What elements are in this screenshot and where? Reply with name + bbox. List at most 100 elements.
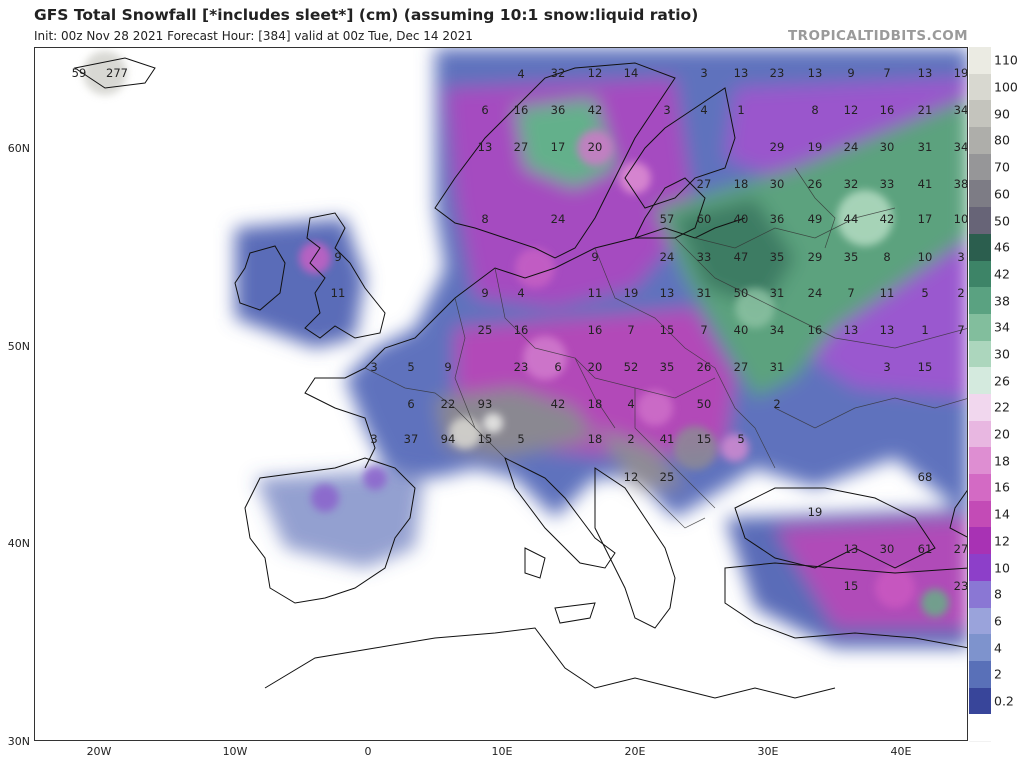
- snowfall-value: 30: [770, 177, 785, 191]
- snowfall-value: 40: [734, 323, 749, 337]
- snowfall-value: 14: [624, 66, 639, 80]
- snowfall-value: 2: [773, 397, 780, 411]
- legend-swatch: [969, 233, 991, 262]
- snowfall-value: 30: [880, 140, 895, 154]
- legend-label: 26: [994, 373, 1010, 389]
- snowfall-value: 5: [407, 360, 414, 374]
- snowfall-value: 8: [481, 212, 488, 226]
- snowfall-value: 1: [737, 103, 744, 117]
- snowfall-value: 20: [588, 140, 603, 154]
- snowfall-value: 4: [517, 286, 524, 300]
- snowfall-value: 16: [808, 323, 823, 337]
- legend-label: 14: [994, 506, 1010, 522]
- lat-label-50n: 50N: [7, 340, 30, 353]
- snowfall-value: 18: [588, 397, 603, 411]
- snowfall-value: 21: [918, 103, 933, 117]
- borders: [364, 167, 967, 529]
- legend-swatch: [969, 394, 991, 422]
- legend-swatch: [969, 73, 991, 102]
- snowfall-field: [235, 48, 967, 648]
- snowfall-value: 10: [918, 250, 933, 264]
- snowfall-value: 15: [660, 323, 675, 337]
- snowfall-value: 16: [880, 103, 895, 117]
- snowfall-value: 30: [880, 542, 895, 556]
- snowfall-value: 9: [444, 360, 451, 374]
- site-credit[interactable]: TROPICALTIDBITS.COM: [788, 28, 968, 44]
- snowfall-value: 47: [734, 250, 749, 264]
- snowfall-value: 19: [954, 66, 968, 80]
- legend-swatch: [969, 580, 991, 609]
- snowfall-value: 19: [808, 140, 823, 154]
- lat-label-40n: 40N: [7, 537, 30, 550]
- snowfall-value: 17: [918, 212, 933, 226]
- legend-label: 34: [994, 319, 1010, 335]
- snowfall-value: 57: [660, 212, 675, 226]
- lat-label-30n: 30N: [7, 735, 30, 748]
- legend-label: 90: [994, 106, 1010, 122]
- colorbar-legend: 110 100 90 80 70 60 50 46 42 38 34 30 26 22 20 18 16 14 12…: [969, 47, 1023, 742]
- legend-label: 8: [994, 586, 1002, 602]
- legend-label: 16: [994, 479, 1010, 495]
- lon-label-10w: 10W: [222, 745, 248, 758]
- snowfall-value: 3: [957, 250, 964, 264]
- snowfall-value: 27: [514, 140, 529, 154]
- snowfall-value: 4: [627, 397, 634, 411]
- snowfall-value: 31: [697, 286, 712, 300]
- snowfall-value: 27: [954, 542, 968, 556]
- snowfall-value: 31: [770, 360, 785, 374]
- snowfall-value: 10: [954, 212, 968, 226]
- snowfall-value: 12: [844, 103, 859, 117]
- snowfall-value: 5: [921, 286, 928, 300]
- legend-label: 0.2: [994, 693, 1014, 709]
- snowfall-value: 25: [478, 323, 493, 337]
- snowfall-value: 4: [700, 103, 707, 117]
- snowfall-value: 93: [478, 397, 493, 411]
- snowfall-value: 40: [734, 212, 749, 226]
- snowfall-value: 29: [808, 250, 823, 264]
- snowfall-value: 35: [844, 250, 859, 264]
- snowfall-value: 12: [624, 470, 639, 484]
- snowfall-value: 37: [404, 432, 419, 446]
- snowfall-value: 19: [624, 286, 639, 300]
- snowfall-value: 9: [334, 250, 341, 264]
- snowfall-value: 1: [921, 323, 928, 337]
- snowfall-value: 23: [770, 66, 785, 80]
- snowfall-value: 5: [737, 432, 744, 446]
- legend-swatch: [969, 500, 991, 529]
- snowfall-value: 3: [883, 360, 890, 374]
- legend-swatch: [969, 554, 991, 582]
- snowfall-value: 33: [697, 250, 712, 264]
- lon-label-20e: 20E: [624, 745, 646, 758]
- legend-label: 38: [994, 293, 1010, 309]
- legend-swatch: [969, 420, 991, 449]
- snowfall-value: 42: [880, 212, 895, 226]
- legend-label: 6: [994, 613, 1002, 629]
- forecast-info: Init: 00z Nov 28 2021 Forecast Hour: [38…: [34, 29, 473, 43]
- legend-swatch: [969, 180, 991, 209]
- snowfall-value: 15: [478, 432, 493, 446]
- legend-swatch: [969, 714, 991, 742]
- snowfall-value: 41: [660, 432, 675, 446]
- snowfall-value: 13: [844, 542, 859, 556]
- legend-swatch: [969, 634, 991, 662]
- snowfall-value: 15: [697, 432, 712, 446]
- snowfall-value: 49: [808, 212, 823, 226]
- legend-label: 50: [994, 213, 1010, 228]
- snowfall-value: 8: [883, 250, 890, 264]
- legend-swatch: [969, 340, 991, 369]
- snowfall-value: 5: [517, 432, 524, 446]
- legend-label: 80: [994, 132, 1010, 148]
- snowfall-value: 18: [588, 432, 603, 446]
- snowfall-value: 15: [844, 579, 859, 593]
- legend-swatch: [969, 100, 991, 129]
- map-title: GFS Total Snowfall [*includes sleet*] (c…: [34, 6, 699, 24]
- snowfall-value: 7: [883, 66, 890, 80]
- snowfall-value: 16: [514, 103, 529, 117]
- snowfall-value: 13: [660, 286, 675, 300]
- legend-swatch: [969, 153, 991, 182]
- snowfall-value: 9: [591, 250, 598, 264]
- snowfall-value: 12: [588, 66, 603, 80]
- lon-label-10e: 10E: [491, 745, 513, 758]
- snowfall-value: 2: [957, 286, 964, 300]
- snowfall-value: 32: [551, 66, 566, 80]
